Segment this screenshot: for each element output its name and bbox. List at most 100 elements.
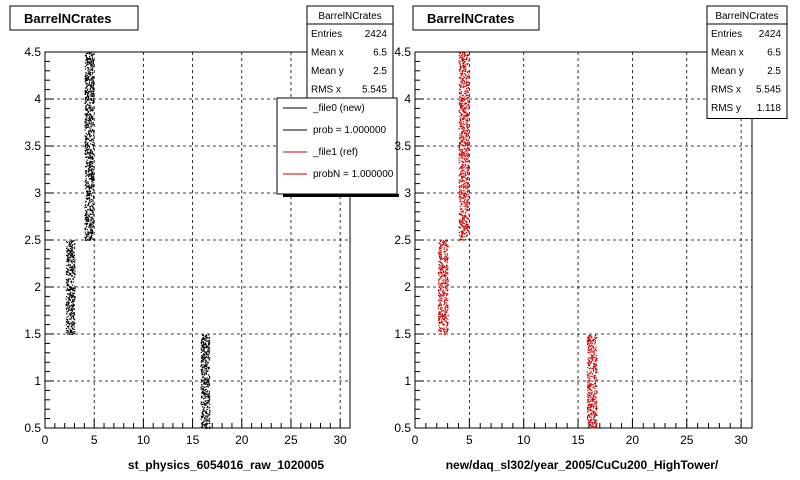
data-point xyxy=(458,179,460,181)
data-point xyxy=(91,151,93,153)
data-point xyxy=(200,369,202,371)
data-point xyxy=(87,111,89,114)
data-point xyxy=(206,423,208,425)
data-point xyxy=(90,156,92,158)
data-point xyxy=(205,410,207,412)
data-point xyxy=(91,79,93,81)
data-point xyxy=(588,392,590,394)
data-point xyxy=(72,288,74,290)
data-point xyxy=(460,220,462,222)
data-point xyxy=(86,212,88,214)
data-point xyxy=(92,107,94,109)
data-point xyxy=(439,316,441,318)
data-point xyxy=(439,284,441,286)
data-point xyxy=(592,351,594,353)
data-point xyxy=(88,106,91,108)
data-point xyxy=(592,345,594,347)
data-point xyxy=(87,77,89,79)
data-point xyxy=(204,354,206,356)
data-point xyxy=(461,214,463,216)
data-point xyxy=(90,72,92,74)
data-point xyxy=(72,257,74,259)
data-point xyxy=(87,190,89,192)
data-point xyxy=(594,427,597,429)
data-point xyxy=(67,285,69,287)
data-point xyxy=(462,97,464,99)
data-point xyxy=(438,304,440,306)
data-point xyxy=(458,83,460,85)
data-point xyxy=(464,83,466,85)
data-point xyxy=(461,163,463,165)
data-point xyxy=(66,254,68,257)
data-point xyxy=(589,348,592,351)
data-point xyxy=(73,290,75,292)
data-point xyxy=(466,205,469,207)
data-point xyxy=(590,383,592,385)
data-point xyxy=(589,365,591,367)
data-point xyxy=(440,277,442,279)
data-point xyxy=(65,327,67,330)
data-point xyxy=(444,299,446,301)
data-point xyxy=(66,301,68,303)
data-point xyxy=(459,189,461,191)
data-point xyxy=(591,393,593,395)
data-point xyxy=(69,287,71,289)
data-point xyxy=(459,167,461,169)
data-point xyxy=(87,79,89,81)
data-point xyxy=(447,304,449,307)
data-point xyxy=(85,82,87,84)
data-point xyxy=(71,260,73,262)
data-point xyxy=(87,234,89,236)
data-point xyxy=(204,336,206,338)
data-point xyxy=(594,363,596,365)
data-point xyxy=(461,197,463,199)
data-point xyxy=(203,353,206,355)
data-point xyxy=(85,90,87,92)
data-point xyxy=(84,218,86,220)
data-point xyxy=(88,117,90,119)
data-point xyxy=(461,52,463,54)
data-point xyxy=(465,102,467,104)
data-point xyxy=(70,333,72,335)
data-point xyxy=(89,166,92,168)
data-point xyxy=(587,426,590,429)
data-point xyxy=(93,135,95,137)
data-point xyxy=(463,216,465,218)
data-point xyxy=(70,318,72,320)
data-point xyxy=(84,135,86,137)
data-point xyxy=(440,250,442,252)
data-point xyxy=(92,67,94,69)
data-point xyxy=(464,59,466,61)
data-point xyxy=(460,237,462,239)
data-point xyxy=(595,408,597,410)
data-point xyxy=(70,291,72,293)
data-point xyxy=(91,157,93,159)
data-point xyxy=(205,363,207,365)
data-point xyxy=(443,315,445,317)
data-point xyxy=(445,302,448,304)
data-point xyxy=(87,63,89,65)
y-tick-label: 4.5 xyxy=(24,45,41,59)
data-point xyxy=(463,164,465,166)
data-point xyxy=(438,306,440,308)
data-point xyxy=(445,288,447,290)
data-point xyxy=(590,385,592,387)
data-point xyxy=(591,336,593,338)
data-point xyxy=(68,327,70,329)
data-point xyxy=(461,176,463,178)
data-point xyxy=(92,60,94,62)
data-point xyxy=(93,166,95,168)
data-point xyxy=(92,138,94,140)
data-point xyxy=(71,249,73,251)
data-point xyxy=(71,326,73,328)
data-point xyxy=(208,392,210,395)
data-point xyxy=(200,342,202,344)
data-point xyxy=(91,73,93,75)
data-point xyxy=(467,178,469,180)
data-point xyxy=(467,87,469,89)
data-point xyxy=(206,336,208,338)
data-point xyxy=(208,354,210,356)
data-point xyxy=(440,330,442,332)
data-point xyxy=(439,243,441,245)
data-point xyxy=(461,220,463,222)
